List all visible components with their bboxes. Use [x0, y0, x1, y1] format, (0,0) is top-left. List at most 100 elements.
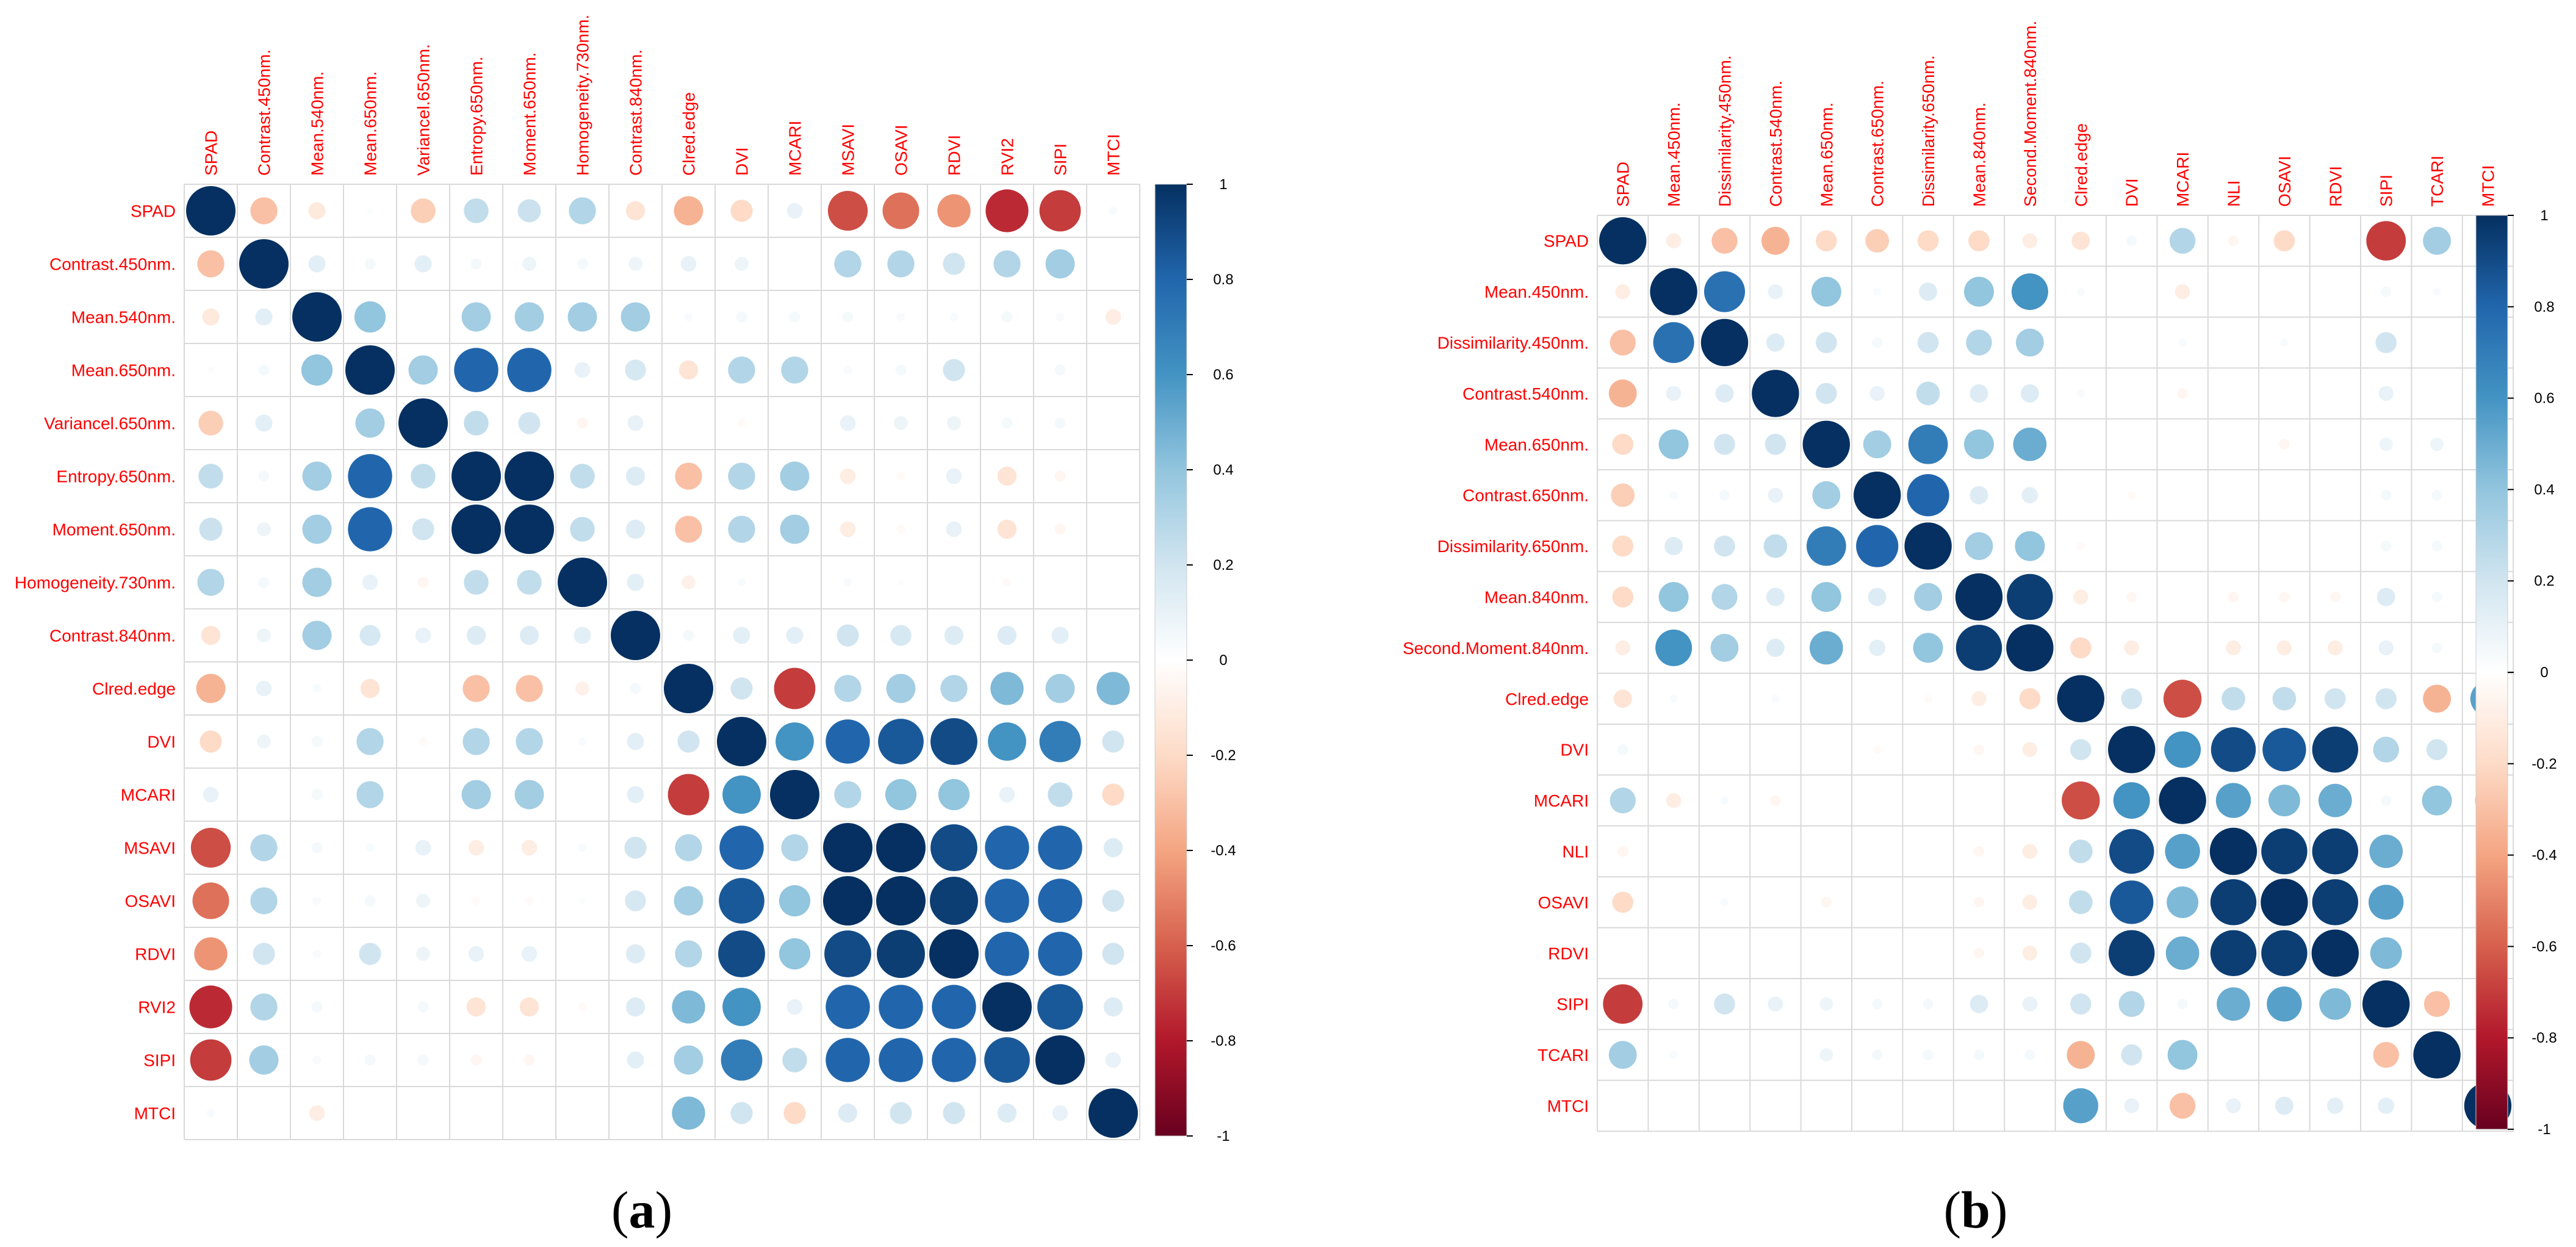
corr-circle-mean-840nm-dissimilarity-650nm: [1914, 583, 1943, 611]
corr-circle-second-moment-840nm-contrast-540nm: [1766, 638, 1785, 657]
corr-circle-rvi2-osavi: [879, 985, 923, 1029]
corr-circle-contrast-650nm-contrast-650nm: [1854, 472, 1901, 519]
corr-circle-spad-mtci: [1109, 206, 1118, 215]
corr-circle-dvi-rvi2: [988, 722, 1026, 761]
corr-circle-mcari-dissimilarity-450nm: [1720, 796, 1729, 805]
corr-circle-contrast-650nm-mean-450nm: [1669, 491, 1678, 500]
corr-circle-contrast-840nm-clred-edge: [683, 630, 694, 641]
corr-circle-contrast-840nm-homogeneity-730nm: [574, 627, 591, 644]
corr-circle-tcari-contrast-650nm: [1872, 1049, 1883, 1060]
corr-circle-mean-840nm-nli: [2228, 591, 2239, 603]
colorbar-gradient: [1154, 184, 1187, 1137]
corr-circle-dissimilarity-650nm-dissimilarity-450nm: [1714, 535, 1735, 557]
corr-circle-entropy-650nm-variancel-650nm: [411, 464, 436, 489]
corr-circle-msavi-entropy-650nm: [468, 839, 484, 856]
colorbar-tick-label: 1: [2540, 207, 2548, 224]
colorbar-tick-label: -0.2: [1211, 747, 1236, 764]
row-label-rdvi: RDVI: [135, 945, 176, 964]
corr-circle-contrast-650nm-spad: [1611, 483, 1635, 508]
column-label-contrast-840nm: Contrast.840nm.: [627, 49, 646, 176]
column-label-contrast-650nm: Contrast.650nm.: [1868, 81, 1887, 207]
corr-circle-sipi-mean-650nm: [1819, 997, 1833, 1011]
corr-circle-msavi-clred-edge: [675, 834, 702, 861]
corr-circle-dvi-osavi: [2262, 728, 2306, 772]
corr-circle-rdvi-second-moment-840nm: [2022, 946, 2038, 961]
column-label-second-moment-840nm: Second.Moment.840nm.: [2021, 21, 2040, 207]
correlation-circles: [1599, 217, 2512, 1130]
corr-circle-homogeneity-730nm-mean-540nm: [302, 567, 332, 597]
corr-circle-homogeneity-730nm-moment-650nm: [517, 570, 542, 595]
corr-circle-nli-osavi: [2261, 828, 2308, 875]
corr-circle-contrast-540nm-mcari: [2177, 388, 2188, 399]
row-label-contrast-450nm: Contrast.450nm.: [49, 255, 176, 274]
corr-circle-homogeneity-730nm-osavi: [897, 578, 905, 586]
corr-circle-sipi-osavi: [2267, 986, 2302, 1022]
corr-circle-variancel-650nm-variancel-650nm: [398, 398, 448, 448]
corr-circle-tcari-clred-edge: [2067, 1041, 2095, 1069]
corr-circle-mtci-mcari: [2169, 1093, 2196, 1119]
corr-circle-mcari-osavi: [2268, 785, 2300, 817]
corr-circle-rdvi-mcari: [779, 938, 811, 970]
corr-circle-dissimilarity-450nm-mean-650nm: [1815, 332, 1837, 353]
corr-circle-spad-mean-540nm: [308, 202, 326, 220]
corr-circle-spad-variancel-650nm: [411, 198, 436, 223]
corr-circle-second-moment-840nm-dissimilarity-650nm: [1913, 633, 1943, 663]
corr-circle-dvi-spad: [200, 730, 222, 753]
corr-circle-mcari-mean-540nm: [311, 789, 323, 800]
row-label-mean-540nm: Mean.540nm.: [71, 308, 176, 327]
corr-circle-spad-osavi: [882, 192, 919, 229]
corr-circle-contrast-450nm-dvi: [735, 257, 749, 271]
corr-circle-mcari-dvi: [2113, 782, 2150, 819]
corr-circle-sipi-contrast-840nm: [627, 1051, 644, 1069]
corr-circle-mean-540nm-msavi: [842, 311, 854, 323]
corr-circle-mean-840nm-mean-450nm: [1658, 582, 1689, 612]
column-label-dvi: DVI: [2123, 178, 2142, 207]
corr-circle-contrast-650nm-mean-840nm: [1970, 486, 1988, 505]
corr-circle-spad-tcari: [2423, 226, 2452, 255]
corr-circle-homogeneity-730nm-contrast-840nm: [627, 573, 644, 591]
caption-open-paren: (: [1943, 1181, 1961, 1239]
corr-circle-mean-540nm-clred-edge: [684, 312, 693, 322]
corr-circle-dissimilarity-450nm-second-moment-840nm: [2016, 328, 2044, 357]
row-label-sipi: SIPI: [143, 1051, 176, 1070]
corr-circle-spad-sipi: [2366, 221, 2406, 261]
colorbar-tick-label: 0: [1219, 652, 1227, 669]
corr-circle-variancel-650nm-mean-650nm: [355, 408, 385, 438]
corr-circle-tcari-mcari: [2167, 1040, 2198, 1070]
row-label-clred-edge: Clred.edge: [92, 680, 176, 699]
corr-circle-contrast-840nm-rdvi: [944, 625, 964, 645]
corr-circle-contrast-650nm-sipi: [2381, 490, 2392, 501]
corr-circle-entropy-650nm-msavi: [840, 468, 856, 484]
column-label-mean-540nm: Mean.540nm.: [308, 71, 327, 176]
corr-circle-rvi2-variancel-650nm: [417, 1001, 429, 1013]
corr-circle-contrast-450nm-variancel-650nm: [414, 255, 432, 273]
corr-circle-clred-edge-spad: [1613, 689, 1632, 708]
corr-circle-variancel-650nm-moment-650nm: [518, 412, 541, 434]
colorbar-tick-label: 0.8: [2534, 299, 2554, 315]
corr-circle-mean-650nm-moment-650nm: [507, 348, 552, 392]
row-label-mean-840nm: Mean.840nm.: [1484, 588, 1589, 607]
corr-circle-mean-650nm-contrast-840nm: [625, 359, 646, 381]
corr-circle-spad-homogeneity-730nm: [569, 197, 596, 225]
corr-circle-clred-edge-spad: [196, 674, 226, 703]
corr-circle-spad-second-moment-840nm: [2022, 233, 2038, 248]
corr-circle-mtci-msavi: [838, 1103, 858, 1123]
corr-circle-moment-650nm-contrast-840nm: [625, 519, 646, 539]
corr-circle-clred-edge-mean-650nm: [360, 678, 380, 699]
corr-circle-tcari-sipi: [2373, 1041, 2399, 1068]
corr-circle-dissimilarity-650nm-sipi: [2381, 541, 2392, 552]
corr-circle-dvi-tcari: [2426, 739, 2448, 761]
corr-circle-dissimilarity-450nm-mcari: [2178, 338, 2187, 347]
corr-circle-mean-450nm-mcari: [2175, 284, 2190, 300]
corr-circle-homogeneity-730nm-dvi: [737, 578, 746, 587]
corr-circle-dvi-variancel-650nm: [419, 737, 428, 746]
corr-circle-rdvi-spad: [194, 937, 228, 971]
corr-circle-entropy-650nm-entropy-650nm: [452, 451, 501, 501]
corr-circle-msavi-moment-650nm: [521, 839, 538, 856]
corr-circle-dvi-spad: [1617, 744, 1628, 755]
corr-circle-dissimilarity-650nm-clred-edge: [2076, 542, 2085, 550]
corr-circle-spad-contrast-450nm: [250, 197, 278, 225]
corr-circle-mean-540nm-osavi: [896, 312, 905, 322]
corr-circle-entropy-650nm-osavi: [896, 472, 905, 481]
corr-circle-osavi-mtci: [1102, 889, 1124, 912]
